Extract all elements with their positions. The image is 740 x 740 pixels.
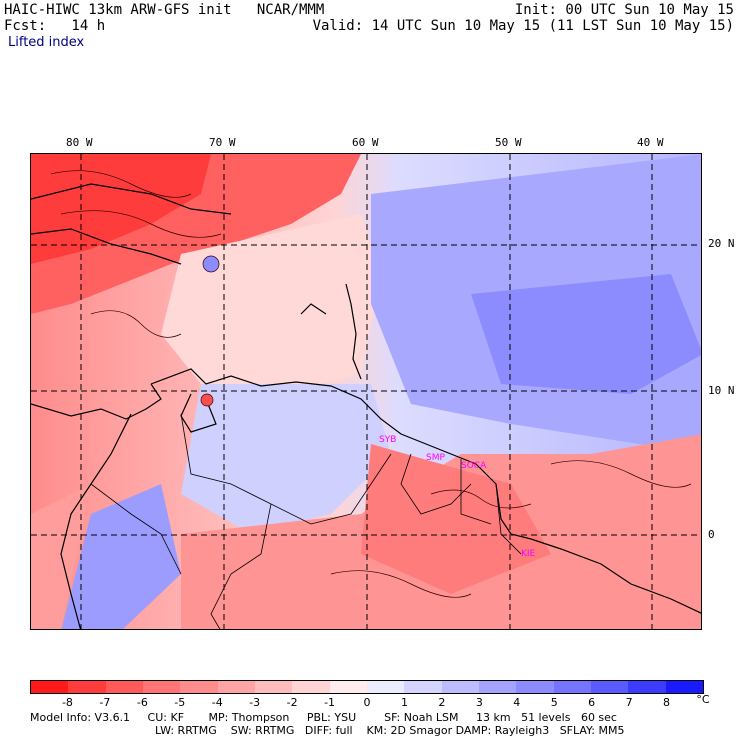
colorbar-tick-label: 8 [663,696,671,709]
colorbar-swatch [665,681,703,693]
colorbar-tick-label: 4 [513,696,521,709]
colorbar-tick-label: -8 [61,696,73,709]
station-label: SYB [379,435,396,445]
map-canvas: SYB SMP SOCA KIE [31,154,701,629]
lon-label: 40 W [637,136,664,149]
lat-label: 10 N [708,384,735,397]
colorbar-tick-label: -4 [211,696,223,709]
colorbar-swatch [478,681,517,693]
colorbar-swatch [590,681,629,693]
field-region-strong-neg [31,154,211,264]
model-info-line2: LW: RRTMG SW: RRTMG DIFF: full KM: 2D Sm… [155,724,625,737]
model-info-line1: Model Info: V3.6.1 CU: KF MP: Thompson P… [30,711,617,724]
station-label: SMP [426,453,445,463]
colorbar-swatch [31,681,69,693]
lon-label: 60 W [352,136,379,149]
colorbar-swatch [217,681,255,693]
field-region-venezuela [181,384,391,534]
colorbar-tick-label: -6 [136,696,148,709]
colorbar-tick-label: 6 [588,696,596,709]
colorbar-swatch [553,681,591,693]
lat-lon-grid [31,154,701,629]
lat-label: 0 [708,528,715,541]
lon-label: 50 W [495,136,522,149]
lat-label: 20 N [708,237,735,250]
colorbar-swatch [292,681,330,693]
colorbar-tick-label: 1 [400,696,408,709]
lon-label: 80 W [66,136,93,149]
colorbar-swatch [180,681,218,693]
colorbar-swatch [68,681,106,693]
colorbar [30,680,704,694]
colorbar-swatch [329,681,367,693]
colorbar-swatch [105,681,143,693]
colorbar-swatch [366,681,405,693]
country-borders [90,413,522,629]
coastlines [31,183,701,629]
init-time: Init: 00 UTC Sun 10 May 15 [514,2,734,18]
field-name: Lifted index [8,35,85,50]
field-region-atlantic-core [471,274,701,394]
model-title: HAIC-HIWC 13km ARW-GFS init NCAR/MMM [4,2,325,18]
colorbar-swatch [254,681,293,693]
colorbar-tick-label: -3 [249,696,261,709]
field-region-pacific [31,484,91,629]
colorbar-swatch [516,681,554,693]
lifted-index-map: SYB SMP SOCA KIE [30,153,702,630]
colorbar-tick-label: -2 [286,696,298,709]
lon-label: 70 W [209,136,236,149]
colorbar-tick-label: 0 [363,696,371,709]
station-label: SOCA [461,461,487,471]
valid-time: Valid: 14 UTC Sun 10 May 15 (11 LST Sun … [312,18,734,34]
colorbar-tick-label: 2 [438,696,446,709]
field-region-guianas [361,444,551,594]
station-labels: SYB SMP SOCA KIE [379,435,536,559]
colorbar-tick-label: 5 [550,696,558,709]
colorbar-swatch [404,681,442,693]
colorbar-tick-label: 7 [625,696,633,709]
colorbar-tick-label: -1 [324,696,336,709]
field-region-colombia [61,484,181,629]
colorbar-tick-label: 3 [475,696,483,709]
contours [50,170,692,598]
colorbar-swatch [441,681,479,693]
colorbar-swatch [142,681,181,693]
station-label: KIE [521,549,536,559]
forecast-hour: Fcst: 14 h [4,18,106,34]
colorbar-unit: °C [696,693,710,706]
colorbar-tick-label: -7 [99,696,111,709]
colorbar-tick-label: -5 [174,696,186,709]
colorbar-swatch [628,681,666,693]
